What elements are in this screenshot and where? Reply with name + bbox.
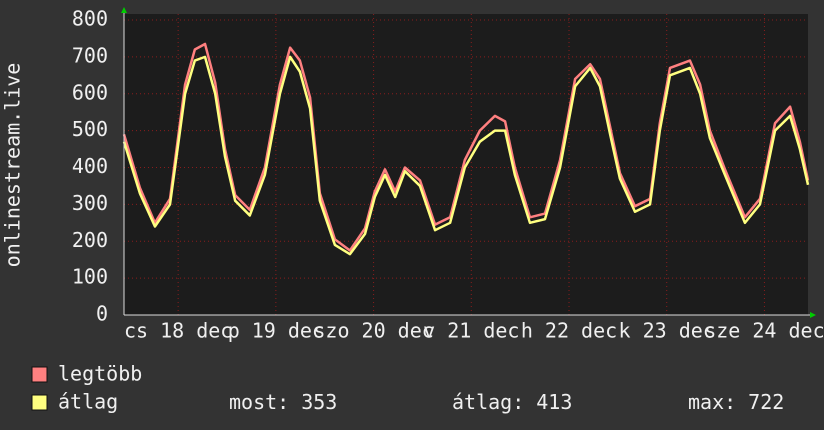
y-tick-label: 500	[72, 117, 108, 141]
y-tick-label: 800	[72, 7, 108, 31]
y-tick-label: 200	[72, 228, 108, 252]
y-tick-label: 700	[72, 43, 108, 67]
y-tick-label: 300	[72, 191, 108, 215]
legend-swatch	[31, 366, 48, 383]
y-axis-arrow	[121, 7, 127, 13]
y-axis-label: onlinestream.live	[1, 63, 25, 268]
y-tick-label: 600	[72, 80, 108, 104]
x-tick-label: h 22 dec	[521, 319, 617, 343]
x-tick-label: p 19 dec	[228, 319, 324, 343]
y-tick-label: 100	[72, 265, 108, 289]
legend-label: átlag	[58, 390, 118, 414]
stat-label: most:	[229, 390, 289, 414]
y-tick-label: 400	[72, 154, 108, 178]
stat: most: 353	[229, 390, 337, 414]
y-tick-label: 0	[96, 302, 108, 326]
x-tick-label: cs 18 dec	[124, 319, 232, 343]
series-line	[122, 42, 810, 252]
stat-label: max:	[688, 390, 736, 414]
stat: átlag: 413	[452, 390, 572, 414]
stat-value: 722	[748, 390, 784, 414]
x-tick-label: sze 24 dec	[704, 319, 824, 343]
plot	[122, 14, 810, 316]
x-tick-label: v 21 dec	[423, 319, 519, 343]
stat-label: átlag:	[452, 390, 524, 414]
series-line	[122, 55, 810, 256]
stat: max: 722	[688, 390, 784, 414]
x-tick-label: szo 20 dec	[313, 319, 433, 343]
x-axis-arrow	[810, 312, 816, 318]
legend-swatch	[31, 394, 48, 411]
stat-value: 353	[301, 390, 337, 414]
stat-value: 413	[536, 390, 572, 414]
x-tick-label: k 23 dec	[619, 319, 715, 343]
legend-label: legtöbb	[58, 362, 142, 386]
